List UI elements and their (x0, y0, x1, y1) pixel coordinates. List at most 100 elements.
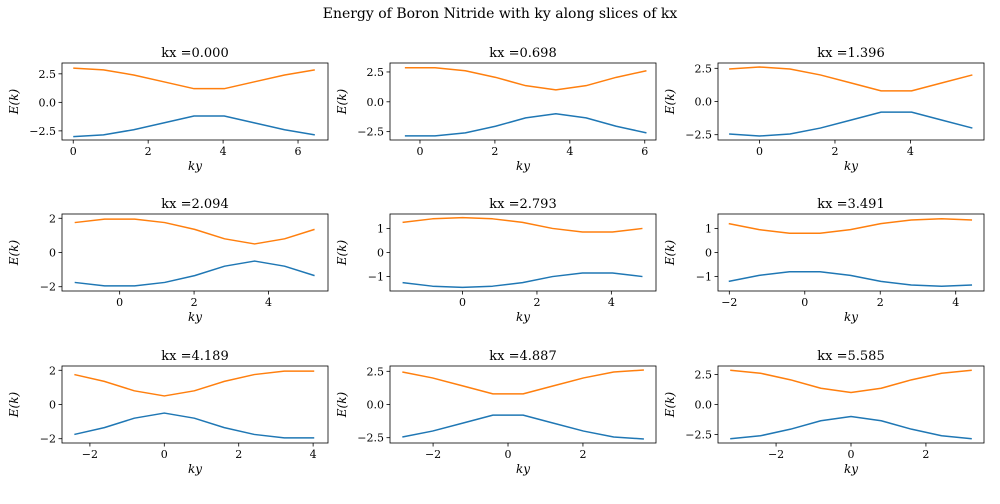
y-tick-label: −1 (368, 271, 384, 284)
series-lower-band (74, 260, 315, 287)
y-axis-label: E(k) (7, 239, 21, 266)
subplot-title: kx =1.396 (817, 46, 884, 61)
y-tick-label: 0.0 (367, 399, 385, 412)
subplot-title: kx =0.698 (489, 46, 556, 61)
y-tick-label: 0.0 (695, 96, 713, 109)
y-axis-label: E(k) (7, 88, 21, 115)
y-tick-label: 0 (705, 247, 712, 260)
y-tick-label: 0.0 (39, 96, 57, 109)
series-upper-band (402, 369, 644, 395)
series-lower-band (402, 272, 643, 289)
x-axis-label: ky (844, 310, 858, 324)
series-upper-band (730, 369, 972, 394)
x-axis-label: ky (188, 310, 202, 324)
x-tick-label: −2 (721, 296, 737, 309)
axes-frame (717, 365, 985, 444)
axes-frame (61, 213, 329, 292)
x-tick-label: −2 (768, 448, 784, 461)
series-upper-band (404, 67, 647, 91)
x-tick-label: 2 (831, 145, 838, 158)
series-lower-band (74, 412, 315, 439)
y-axis-label: E(k) (7, 391, 21, 418)
subplot-5: 0 2 4 −1 0 1 kx =2.793 ky E(k) (335, 197, 657, 324)
x-axis-label: ky (516, 159, 530, 173)
series-lower-band (404, 112, 647, 137)
y-tick-label: 2.5 (695, 368, 713, 381)
y-tick-label: 0 (49, 399, 56, 412)
x-tick-label: 0 (116, 296, 123, 309)
subplot-title: kx =5.585 (817, 349, 884, 364)
x-tick-label: −2 (425, 448, 441, 461)
subplot-title: kx =3.491 (817, 197, 884, 212)
x-tick-label: 4 (907, 145, 914, 158)
y-tick-label: 2.5 (39, 68, 57, 81)
x-tick-label: 2 (533, 296, 540, 309)
y-tick-label: 0 (377, 247, 384, 260)
y-tick-label: 2 (49, 212, 56, 225)
subplot-9: −2 0 2 −2.5 0.0 2.5 kx =5.585 ky E(k) (663, 349, 985, 476)
y-tick-label: 1 (705, 222, 712, 235)
axes-frame (389, 62, 657, 141)
x-tick-label: 0 (801, 296, 808, 309)
y-tick-label: 0 (49, 247, 56, 260)
series-lower-band (402, 414, 644, 440)
axes-frame (389, 213, 657, 292)
subplot-7: −2 0 2 4 −2 0 2 kx =4.189 ky E(k) (7, 349, 329, 476)
axes-frame (717, 62, 985, 141)
y-axis-label: E(k) (663, 88, 677, 115)
series-lower-band (729, 111, 973, 137)
subplot-title: kx =2.094 (161, 197, 228, 212)
x-tick-label: 4 (952, 296, 959, 309)
series-lower-band (730, 415, 972, 440)
y-axis-label: E(k) (663, 239, 677, 266)
x-tick-label: 0 (848, 448, 855, 461)
subplot-4: 0 2 4 −2 0 2 kx =2.094 ky E(k) (7, 197, 329, 324)
y-axis-label: E(k) (335, 88, 349, 115)
y-tick-label: 2.5 (367, 66, 385, 79)
y-tick-label: −2.5 (685, 129, 712, 142)
y-tick-label: −2.5 (357, 126, 384, 139)
x-tick-label: −2 (82, 448, 98, 461)
subplot-6: −2 0 2 4 −1 0 1 kx =3.491 ky E(k) (663, 197, 985, 324)
x-tick-label: 4 (265, 296, 272, 309)
y-tick-label: −2.5 (29, 125, 56, 138)
x-tick-label: 2 (491, 145, 498, 158)
x-tick-label: 2 (922, 448, 929, 461)
x-tick-label: 0 (416, 145, 423, 158)
x-tick-label: 2 (191, 296, 198, 309)
x-axis-label: ky (516, 310, 530, 324)
x-tick-label: 4 (220, 145, 227, 158)
y-tick-label: −2 (40, 433, 56, 446)
x-tick-label: 2 (877, 296, 884, 309)
y-tick-label: 2.5 (695, 62, 713, 75)
x-tick-label: 4 (608, 296, 615, 309)
subplot-title: kx =2.793 (489, 197, 556, 212)
subplot-title: kx =4.189 (161, 349, 228, 364)
series-upper-band (402, 216, 643, 233)
series-upper-band (74, 218, 315, 245)
figure-title: Energy of Boron Nitride with ky along sl… (322, 6, 678, 22)
series-upper-band (74, 370, 315, 397)
x-tick-label: 2 (579, 448, 586, 461)
y-tick-label: −2.5 (685, 429, 712, 442)
series-lower-band (73, 115, 315, 138)
x-tick-label: 4 (566, 145, 573, 158)
x-axis-label: ky (844, 462, 858, 476)
axes-frame (61, 365, 329, 444)
y-axis-label: E(k) (335, 239, 349, 266)
x-tick-label: 2 (235, 448, 242, 461)
x-tick-label: 6 (295, 145, 302, 158)
x-tick-label: 0 (459, 296, 466, 309)
x-tick-label: 6 (641, 145, 648, 158)
y-axis-label: E(k) (335, 391, 349, 418)
y-tick-label: −2 (40, 281, 56, 294)
y-tick-label: 0.0 (367, 96, 385, 109)
x-axis-label: ky (516, 462, 530, 476)
x-tick-label: 4 (310, 448, 317, 461)
series-lower-band (728, 271, 973, 287)
y-tick-label: −2.5 (357, 432, 384, 445)
x-axis-label: ky (844, 159, 858, 173)
y-tick-label: 1 (377, 222, 384, 235)
